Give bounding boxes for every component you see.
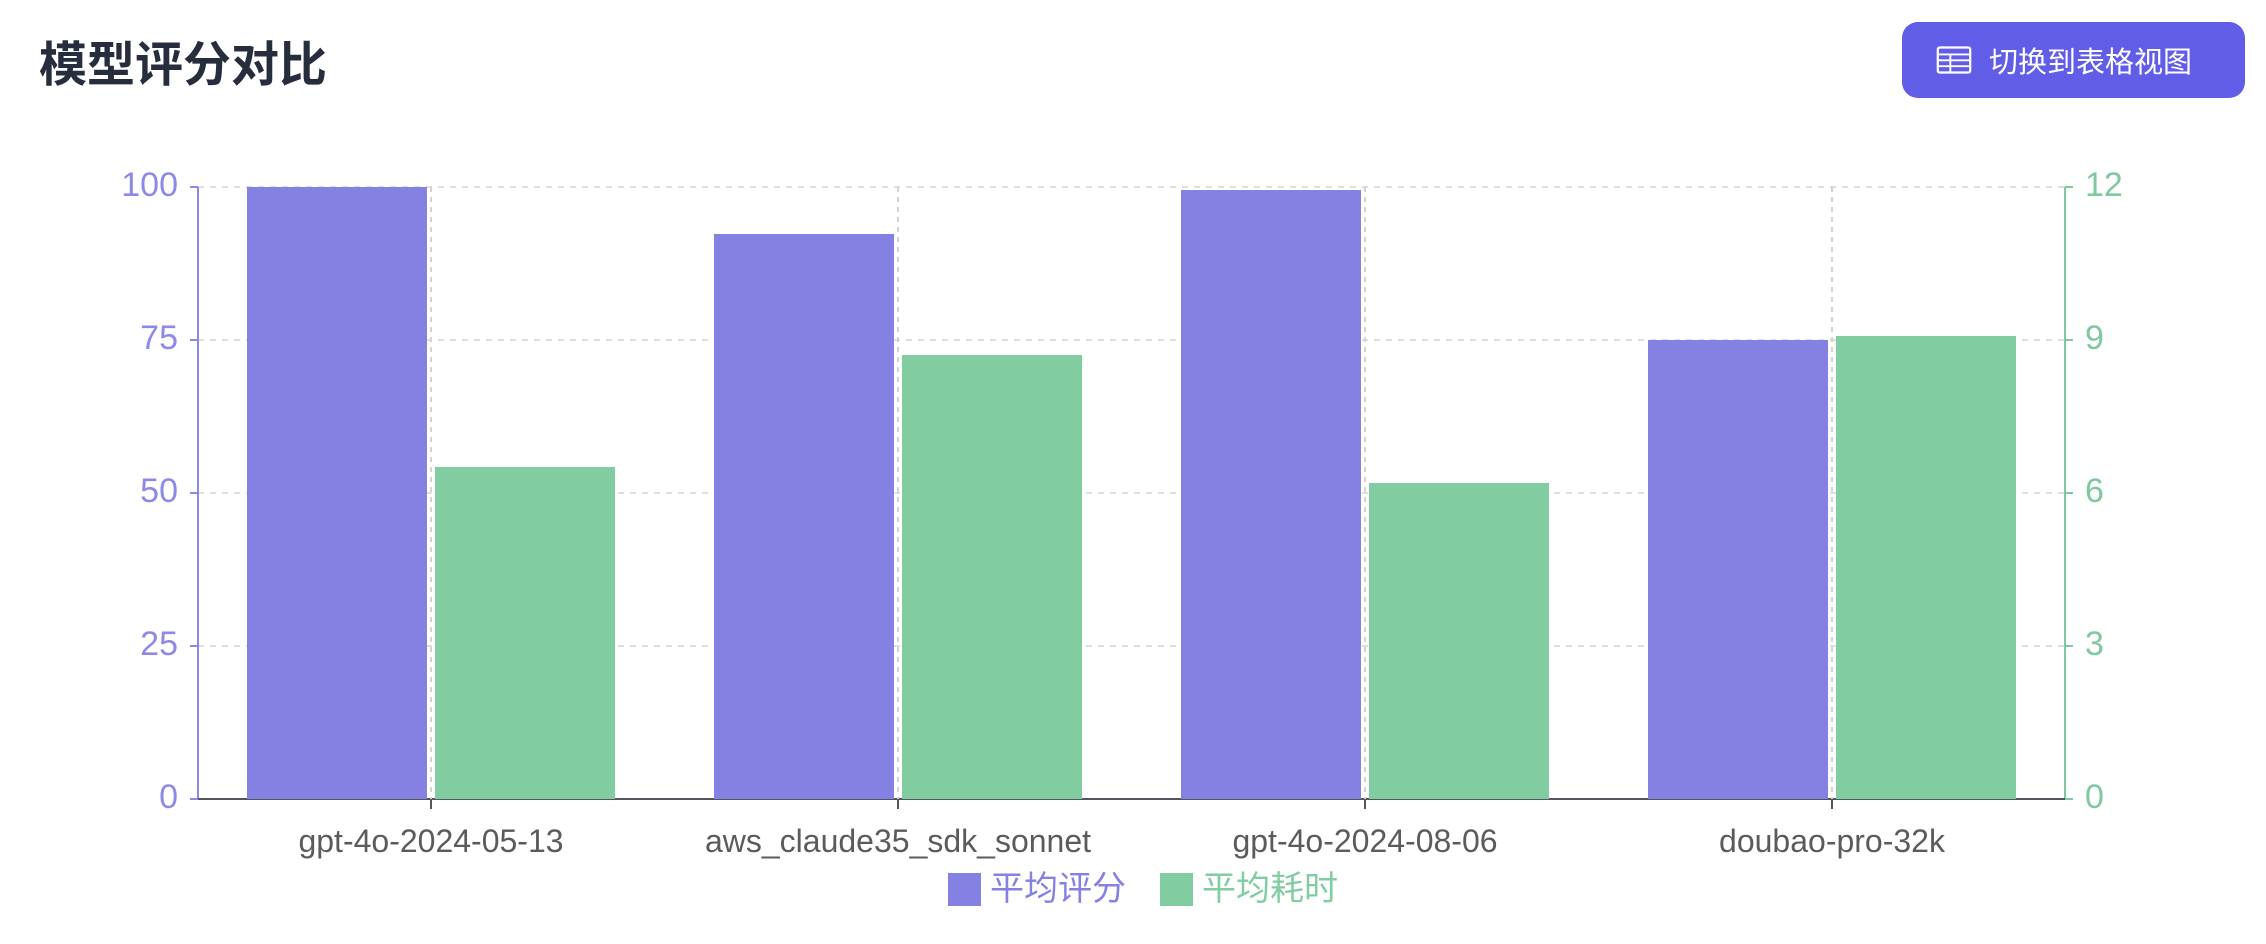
svg-text:aws_claude35_sdk_sonnet: aws_claude35_sdk_sonnet bbox=[705, 823, 1091, 859]
svg-text:gpt-4o-2024-08-06: gpt-4o-2024-08-06 bbox=[1232, 823, 1497, 859]
svg-text:50: 50 bbox=[140, 472, 178, 510]
svg-text:6: 6 bbox=[2085, 472, 2104, 510]
svg-text:25: 25 bbox=[140, 625, 178, 663]
svg-text:平均评分: 平均评分 bbox=[990, 870, 1126, 908]
svg-text:75: 75 bbox=[140, 319, 178, 357]
svg-text:3: 3 bbox=[2085, 625, 2104, 663]
svg-text:9: 9 bbox=[2085, 319, 2104, 357]
svg-text:0: 0 bbox=[159, 778, 178, 816]
svg-text:平均耗时: 平均耗时 bbox=[1202, 870, 1338, 908]
svg-text:0: 0 bbox=[2085, 778, 2104, 816]
svg-text:100: 100 bbox=[121, 166, 178, 204]
svg-text:gpt-4o-2024-05-13: gpt-4o-2024-05-13 bbox=[298, 823, 563, 859]
svg-text:doubao-pro-32k: doubao-pro-32k bbox=[1719, 823, 1946, 859]
svg-text:12: 12 bbox=[2085, 166, 2123, 204]
